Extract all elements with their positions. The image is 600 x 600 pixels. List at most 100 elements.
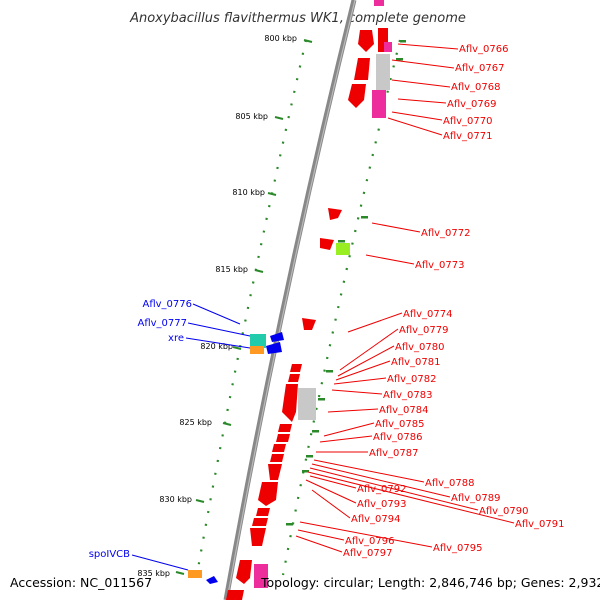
leader-line bbox=[297, 529, 345, 541]
leader-line bbox=[391, 111, 443, 121]
gene-label-Aflv_0788[interactable]: Aflv_0788 bbox=[425, 478, 475, 489]
gene-arrow[interactable] bbox=[288, 374, 300, 382]
gene-label-Aflv_0772[interactable]: Aflv_0772 bbox=[421, 228, 471, 239]
gene-label-Aflv_0792[interactable]: Aflv_0792 bbox=[357, 484, 407, 495]
gene-label-Aflv_0780[interactable]: Aflv_0780 bbox=[395, 342, 445, 353]
gene-arrow[interactable] bbox=[226, 590, 244, 600]
gene-arrow[interactable] bbox=[236, 560, 252, 584]
gene-arrow[interactable] bbox=[276, 434, 290, 442]
tick-label-830: 830 kbp bbox=[159, 495, 192, 504]
gene-label-Aflv_0782[interactable]: Aflv_0782 bbox=[387, 374, 437, 385]
leader-line bbox=[397, 98, 447, 104]
gene-arrow[interactable] bbox=[320, 238, 334, 250]
leader-line bbox=[391, 59, 455, 69]
dash bbox=[312, 430, 319, 433]
rna-block[interactable] bbox=[384, 42, 392, 52]
gene-arrow-reverse[interactable] bbox=[206, 576, 218, 584]
gene-label-Aflv_0776[interactable]: Aflv_0776 bbox=[142, 299, 192, 310]
leader-line bbox=[307, 471, 515, 524]
gene-label-Aflv_0771[interactable]: Aflv_0771 bbox=[443, 131, 493, 142]
leader-line bbox=[319, 435, 373, 443]
gene-block-teal[interactable] bbox=[250, 334, 266, 348]
gene-block-orange[interactable] bbox=[250, 346, 264, 354]
gene-label-Aflv_0789[interactable]: Aflv_0789 bbox=[451, 493, 501, 504]
gene-label-Aflv_0767[interactable]: Aflv_0767 bbox=[455, 63, 505, 74]
gene-label-Aflv_0785[interactable]: Aflv_0785 bbox=[375, 419, 425, 430]
tick-track-left bbox=[194, 39, 308, 581]
leader-line bbox=[333, 377, 387, 385]
gene-label-Aflv_0774[interactable]: Aflv_0774 bbox=[403, 309, 453, 320]
gene-label-Aflv_0779[interactable]: Aflv_0779 bbox=[399, 325, 449, 336]
leader-line bbox=[331, 389, 383, 395]
leader-line bbox=[311, 489, 351, 519]
gene-arrow[interactable] bbox=[258, 482, 278, 506]
leader-lines-right bbox=[295, 43, 515, 553]
gene-arrow-reverse[interactable] bbox=[270, 332, 284, 342]
pseudogene-block[interactable] bbox=[376, 54, 390, 90]
leader-line bbox=[187, 322, 251, 337]
gene-label-Aflv_0794[interactable]: Aflv_0794 bbox=[351, 514, 401, 525]
leader-line bbox=[365, 254, 415, 265]
tick-805 bbox=[274, 116, 284, 120]
rna-block[interactable] bbox=[254, 564, 268, 588]
gene-label-Aflv_0769[interactable]: Aflv_0769 bbox=[447, 99, 497, 110]
leader-line bbox=[309, 475, 357, 489]
gene-cluster-left bbox=[188, 332, 284, 584]
gene-label-Aflv_0783[interactable]: Aflv_0783 bbox=[383, 390, 433, 401]
gene-arrow[interactable] bbox=[256, 508, 270, 516]
gene-label-Aflv_0797[interactable]: Aflv_0797 bbox=[343, 548, 393, 559]
leader-line bbox=[299, 521, 433, 548]
gene-label-Aflv_0791[interactable]: Aflv_0791 bbox=[515, 519, 565, 530]
gene-block-orange[interactable] bbox=[188, 570, 202, 578]
gene-label-Aflv_0773[interactable]: Aflv_0773 bbox=[415, 260, 465, 271]
gene-arrow[interactable] bbox=[272, 444, 286, 452]
scale-ticks: 800 kbp 805 kbp 810 kbp 815 kbp 820 kbp … bbox=[137, 34, 313, 578]
dash bbox=[286, 523, 293, 526]
gene-arrow[interactable] bbox=[250, 528, 266, 546]
dash bbox=[361, 216, 368, 219]
gene-label-Aflv_0795[interactable]: Aflv_0795 bbox=[433, 543, 483, 554]
gene-label-Aflv_0768[interactable]: Aflv_0768 bbox=[451, 82, 501, 93]
gene-label-Aflv_0787[interactable]: Aflv_0787 bbox=[369, 448, 419, 459]
gene-arrow[interactable] bbox=[268, 464, 282, 480]
gene-label-Aflv_0790[interactable]: Aflv_0790 bbox=[479, 506, 529, 517]
gene-arrow[interactable] bbox=[328, 208, 342, 220]
rna-block[interactable] bbox=[372, 90, 386, 118]
gene-arrow[interactable] bbox=[290, 364, 302, 372]
gene-label-Aflv_0777[interactable]: Aflv_0777 bbox=[137, 318, 187, 329]
tick-label-805: 805 kbp bbox=[235, 112, 268, 121]
tick-800 bbox=[303, 39, 313, 43]
gene-arrow[interactable] bbox=[282, 384, 298, 422]
gene-label-spoIVCB[interactable]: spoIVCB bbox=[89, 549, 130, 560]
leader-line bbox=[313, 459, 425, 483]
dash bbox=[400, 40, 406, 43]
leader-line bbox=[309, 467, 479, 511]
gene-label-Aflv_0781[interactable]: Aflv_0781 bbox=[391, 357, 441, 368]
gene-label-xre[interactable]: xre bbox=[168, 333, 184, 344]
gene-arrow[interactable] bbox=[358, 30, 374, 52]
leader-line bbox=[387, 117, 443, 136]
leader-line bbox=[131, 554, 189, 571]
leader-line bbox=[391, 79, 451, 88]
gene-label-Aflv_0796[interactable]: Aflv_0796 bbox=[345, 536, 395, 547]
gene-arrow-reverse[interactable] bbox=[266, 342, 282, 354]
gene-label-Aflv_0786[interactable]: Aflv_0786 bbox=[373, 432, 423, 443]
tick-825 bbox=[222, 422, 232, 426]
gene-label-Aflv_0793[interactable]: Aflv_0793 bbox=[357, 499, 407, 510]
gene-block-lime[interactable] bbox=[336, 243, 350, 255]
rna-block[interactable] bbox=[374, 0, 384, 6]
pseudogene-block[interactable] bbox=[298, 388, 316, 420]
gene-arrow[interactable] bbox=[252, 518, 268, 526]
gene-arrow[interactable] bbox=[270, 454, 284, 462]
gene-arrow[interactable] bbox=[348, 84, 366, 108]
gene-arrow[interactable] bbox=[302, 318, 316, 330]
tick-label-810: 810 kbp bbox=[232, 188, 265, 197]
gene-label-Aflv_0766[interactable]: Aflv_0766 bbox=[459, 44, 509, 55]
gene-arrow[interactable] bbox=[278, 424, 292, 432]
leader-line bbox=[397, 43, 459, 50]
dash bbox=[302, 470, 309, 473]
gene-arrow[interactable] bbox=[354, 58, 370, 80]
gene-label-Aflv_0770[interactable]: Aflv_0770 bbox=[443, 116, 493, 127]
gene-label-Aflv_0784[interactable]: Aflv_0784 bbox=[379, 405, 429, 416]
